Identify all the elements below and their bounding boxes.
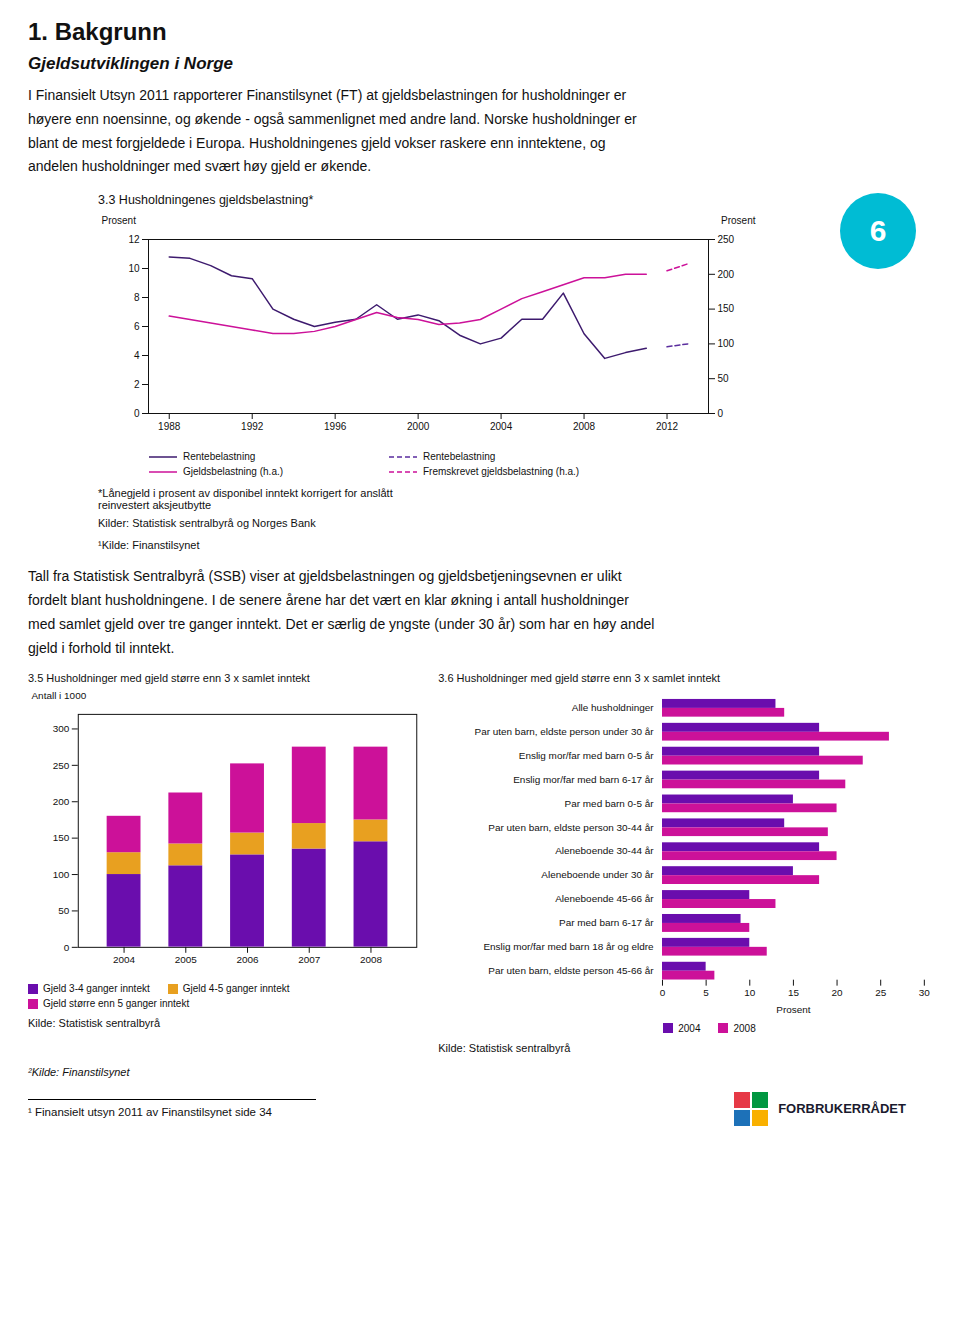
svg-text:200: 200 <box>718 269 735 280</box>
html-text:Gjeldsbelastning (h.a.): Gjeldsbelastning (h.a.) <box>183 466 284 478</box>
html-text:Kilde: Statistisk sentralbyrå: Kilde: Statistisk sentralbyrå <box>438 1041 571 1054</box>
html-text:6: 6 <box>869 214 887 248</box>
svg-text:2012: 2012 <box>656 421 679 432</box>
svg-text:Par med barn 0-5 år: Par med barn 0-5 år <box>565 798 655 809</box>
svg-text:10: 10 <box>128 263 140 274</box>
html-text:Kilde: Statistisk sentralbyrå: Kilde: Statistisk sentralbyrå <box>28 1017 161 1030</box>
html-text:1. Bakgrunn: 1. Bakgrunn <box>28 18 167 45</box>
svg-text:5: 5 <box>704 988 710 999</box>
svg-text:0: 0 <box>64 942 70 953</box>
svg-text:Enslig mor/far med barn 0-5 år: Enslig mor/far med barn 0-5 år <box>519 750 654 761</box>
svg-text:12: 12 <box>128 234 140 245</box>
svg-text:0: 0 <box>660 988 666 999</box>
html-text:Gjeld 4-5 ganger inntekt: Gjeld 4-5 ganger inntekt <box>182 983 290 995</box>
svg-text:2000: 2000 <box>407 421 430 432</box>
svg-text:2008: 2008 <box>360 955 383 966</box>
html-text:I Finansielt Utsyn 2011 rappor: I Finansielt Utsyn 2011 rapporterer Fina… <box>28 87 637 175</box>
html-text:3.6 Husholdninger med gjeld st: 3.6 Husholdninger med gjeld større enn 3… <box>438 672 721 685</box>
svg-text:2: 2 <box>134 379 140 390</box>
svg-text:Aleneboende 45-66 år: Aleneboende 45-66 år <box>555 894 654 905</box>
svg-text:2008: 2008 <box>573 421 596 432</box>
svg-text:Alle husholdninger: Alle husholdninger <box>572 702 654 713</box>
svg-text:100: 100 <box>53 869 70 880</box>
html-text:Gjeld 3-4 ganger inntekt: Gjeld 3-4 ganger inntekt <box>43 983 150 995</box>
html-text:Gjeld større enn 5 ganger innt: Gjeld større enn 5 ganger inntekt <box>43 998 190 1010</box>
svg-text:100: 100 <box>718 338 735 349</box>
svg-text:2006: 2006 <box>236 955 259 966</box>
html-text:Gjeldsutviklingen i Norge: Gjeldsutviklingen i Norge <box>28 54 233 73</box>
svg-text:Antall i 1000: Antall i 1000 <box>31 690 86 701</box>
svg-text:6: 6 <box>134 321 140 332</box>
svg-text:2004: 2004 <box>113 955 136 966</box>
svg-text:50: 50 <box>58 905 70 916</box>
svg-text:Par uten barn, eldste person u: Par uten barn, eldste person under 30 år <box>475 726 655 737</box>
html-text:Tall fra Statistisk Sentralbyr: Tall fra Statistisk Sentralbyrå (SSB) vi… <box>28 568 655 656</box>
svg-text:Par uten barn, eldste person 3: Par uten barn, eldste person 30-44 år <box>489 822 655 833</box>
svg-text:Prosent: Prosent <box>721 215 756 226</box>
html-text:Kilder: Statistisk sentralbyrå: Kilder: Statistisk sentralbyrå og Norges… <box>98 517 316 530</box>
svg-text:2005: 2005 <box>175 955 198 966</box>
html-text:FORBRUKERRÅDET: FORBRUKERRÅDET <box>778 1101 906 1117</box>
svg-text:Aleneboende under 30 år: Aleneboende under 30 år <box>542 870 655 881</box>
svg-text:150: 150 <box>718 303 735 314</box>
svg-text:250: 250 <box>718 234 735 245</box>
html-text:*Lånegjeld i prosent av dispon: *Lånegjeld i prosent av disponibel innte… <box>98 487 393 512</box>
html-text:¹ Finansielt utsyn 2011 av Fin: ¹ Finansielt utsyn 2011 av Finanstilsyne… <box>28 1106 272 1119</box>
svg-text:50: 50 <box>718 373 730 384</box>
svg-text:25: 25 <box>875 988 887 999</box>
svg-text:30: 30 <box>919 988 931 999</box>
html-text:2008: 2008 <box>733 1022 756 1034</box>
svg-text:20: 20 <box>832 988 844 999</box>
html-text:²Kilde: Finanstilsynet: ²Kilde: Finanstilsynet <box>28 1065 130 1078</box>
svg-text:1988: 1988 <box>158 421 181 432</box>
svg-text:15: 15 <box>788 988 800 999</box>
svg-text:200: 200 <box>53 796 70 807</box>
svg-text:0: 0 <box>134 408 140 419</box>
svg-text:Par uten barn, eldste person 4: Par uten barn, eldste person 45-66 år <box>489 965 655 976</box>
svg-text:2007: 2007 <box>298 955 321 966</box>
svg-text:Prosent: Prosent <box>777 1004 811 1015</box>
svg-text:Par med barn 6-17 år: Par med barn 6-17 år <box>559 918 654 929</box>
html-text:2004: 2004 <box>678 1022 701 1034</box>
svg-text:250: 250 <box>53 760 70 771</box>
svg-text:10: 10 <box>744 988 756 999</box>
html-text:¹Kilde: Finanstilsynet: ¹Kilde: Finanstilsynet <box>98 539 200 552</box>
svg-text:4: 4 <box>134 350 140 361</box>
svg-text:Aleneboende 30-44 år: Aleneboende 30-44 år <box>555 846 654 857</box>
svg-text:1992: 1992 <box>241 421 264 432</box>
svg-text:1996: 1996 <box>324 421 347 432</box>
svg-text:2004: 2004 <box>490 421 513 432</box>
svg-text:0: 0 <box>718 408 724 419</box>
html-text:Rentebelastning: Rentebelastning <box>183 451 256 463</box>
svg-text:150: 150 <box>53 833 70 844</box>
svg-text:300: 300 <box>53 724 70 735</box>
svg-text:Enslig mor/far med barn 18 år: Enslig mor/far med barn 18 år og eldre <box>484 941 655 952</box>
svg-text:8: 8 <box>134 292 140 303</box>
html-text:3.5 Husholdninger med gjeld st: 3.5 Husholdninger med gjeld større enn 3… <box>28 672 310 685</box>
svg-text:Prosent: Prosent <box>102 215 137 226</box>
svg-text:Enslig mor/far med barn 6-17 å: Enslig mor/far med barn 6-17 år <box>513 774 654 785</box>
html-text:Rentebelastning: Rentebelastning <box>423 451 496 463</box>
html-text:3.3 Husholdningenes gjeldsbela: 3.3 Husholdningenes gjeldsbelastning* <box>98 193 314 208</box>
html-text:Fremskrevet gjeldsbelastning (: Fremskrevet gjeldsbelastning (h.a.) <box>423 466 580 478</box>
